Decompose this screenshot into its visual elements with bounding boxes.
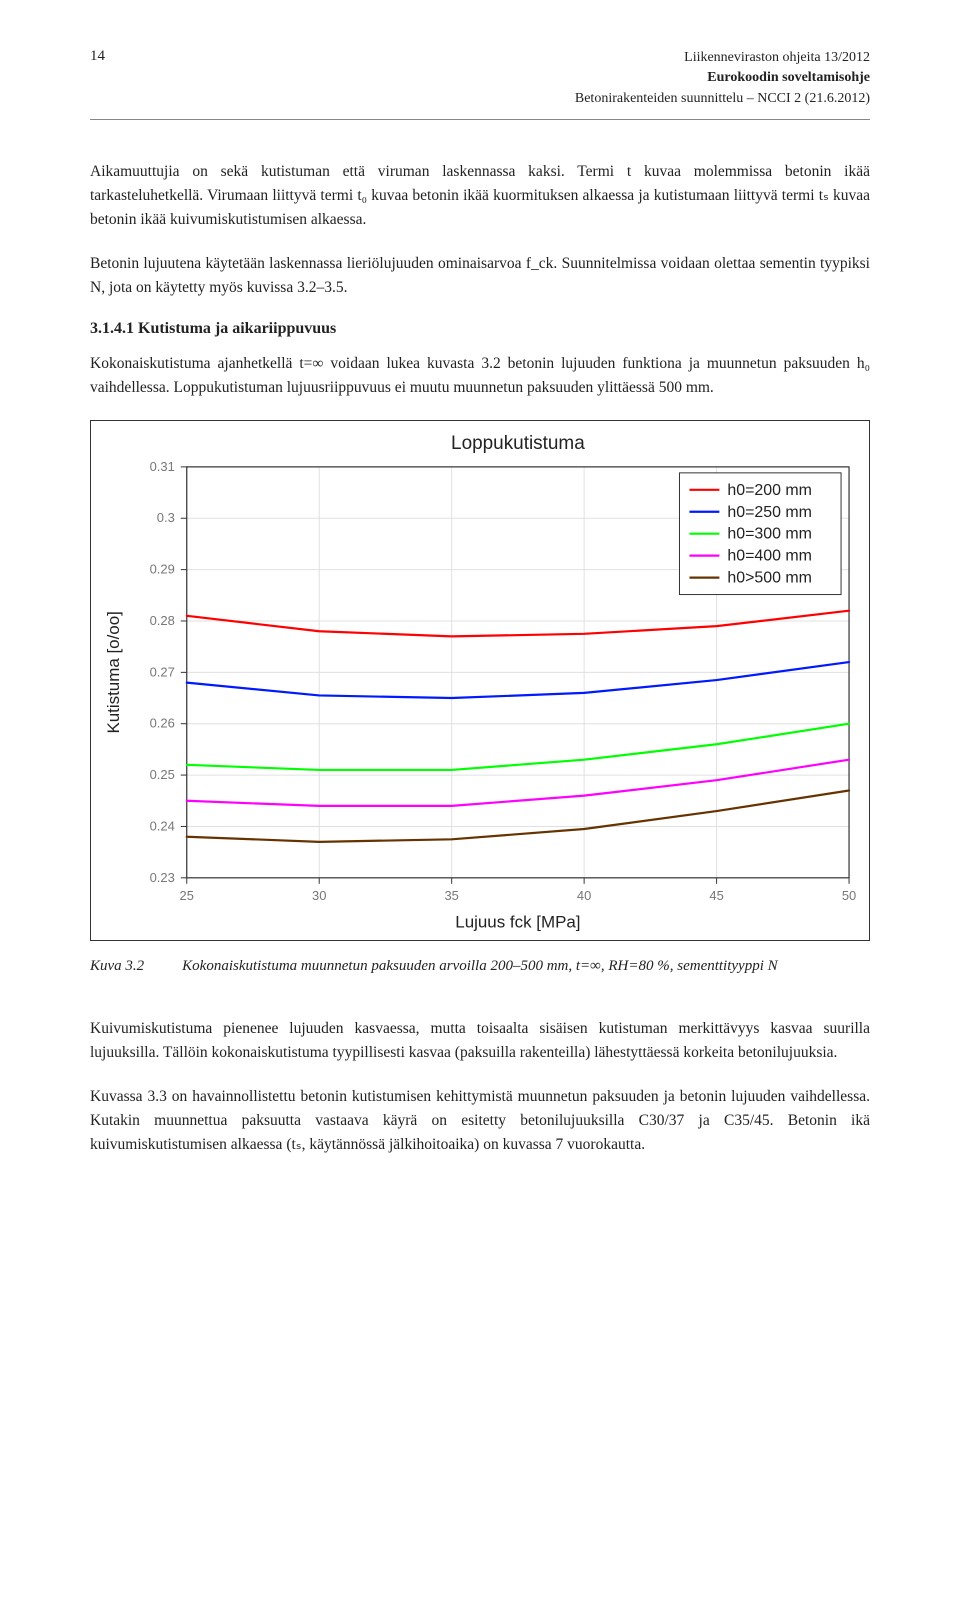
doc-title-block: Liikenneviraston ohjeita 13/2012 Eurokoo… <box>575 48 870 109</box>
chart-title: Loppukutistuma <box>451 433 585 454</box>
header-line-1: Liikenneviraston ohjeita 13/2012 <box>575 48 870 68</box>
paragraph-3: Kokonaiskutistuma ajanhetkellä t=∞ voida… <box>90 352 870 400</box>
series-line <box>187 724 849 770</box>
legend-label: h0>500 mm <box>727 570 812 587</box>
y-tick-label: 0.28 <box>150 613 175 628</box>
paragraph-1: Aikamuuttujia on sekä kutistuman että vi… <box>90 160 870 232</box>
y-tick-label: 0.24 <box>150 818 175 833</box>
series-line <box>187 611 849 637</box>
header-rule <box>90 119 870 120</box>
page-header: 14 Liikenneviraston ohjeita 13/2012 Euro… <box>90 48 870 109</box>
page-number: 14 <box>90 48 105 65</box>
y-tick-label: 0.29 <box>150 562 175 577</box>
x-tick-label: 35 <box>444 888 458 903</box>
y-tick-label: 0.26 <box>150 716 175 731</box>
series-line <box>187 790 849 841</box>
legend-label: h0=200 mm <box>727 482 812 499</box>
y-tick-label: 0.27 <box>150 664 175 679</box>
x-axis-label: Lujuus fck [MPa] <box>455 913 580 932</box>
legend-label: h0=250 mm <box>727 504 812 521</box>
caption-label: Kuva 3.2 <box>90 955 144 978</box>
chart-container: Loppukutistuma 25 30 35 40 45 50 0.23 0.24 0.25 0.… <box>90 420 870 941</box>
header-line-3: Betonirakenteiden suunnittelu – NCCI 2 (… <box>575 89 870 109</box>
series-line <box>187 760 849 806</box>
paragraph-4: Kuivumiskutistuma pienenee lujuuden kasv… <box>90 1017 870 1065</box>
caption-text: Kokonaiskutistuma muunnetun paksuuden ar… <box>182 955 777 978</box>
paragraph-2: Betonin lujuutena käytetään laskennassa … <box>90 252 870 300</box>
header-line-2: Eurokoodin soveltamisohje <box>575 68 870 88</box>
y-tick-label: 0.23 <box>150 870 175 885</box>
y-tick-label: 0.3 <box>157 510 175 525</box>
x-tick-label: 50 <box>842 888 856 903</box>
section-heading: 3.1.4.1 Kutistuma ja aikariippuvuus <box>90 320 870 338</box>
y-tick-label: 0.31 <box>150 459 175 474</box>
y-tick-label: 0.25 <box>150 767 175 782</box>
x-tick-label: 45 <box>709 888 723 903</box>
figure-caption: Kuva 3.2 Kokonaiskutistuma muunnetun pak… <box>90 955 870 978</box>
y-axis-label: Kutistuma [o/oo] <box>104 611 123 733</box>
legend-label: h0=300 mm <box>727 526 812 543</box>
chart-svg: Loppukutistuma 25 30 35 40 45 50 0.23 0.24 0.25 0.… <box>91 421 869 940</box>
x-tick-label: 30 <box>312 888 326 903</box>
x-tick-label: 40 <box>577 888 591 903</box>
legend-label: h0=400 mm <box>727 548 812 565</box>
series-line <box>187 662 849 698</box>
paragraph-5: Kuvassa 3.3 on havainnollistettu betonin… <box>90 1085 870 1157</box>
x-tick-label: 25 <box>180 888 194 903</box>
